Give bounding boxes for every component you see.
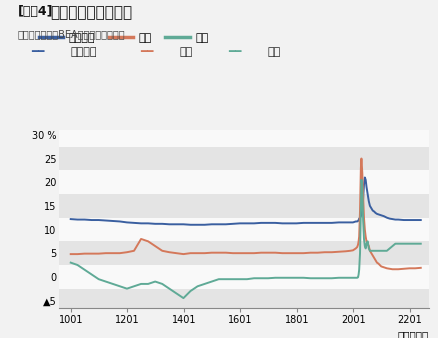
Text: ユーロ圏: ユーロ圏 [70,47,97,57]
Bar [59,265,429,289]
Text: ━━: ━━ [228,47,241,57]
Text: [図表4]: [図表4] [18,5,53,18]
Bar [59,130,429,147]
Text: 日米欧の家計貯蓄率: 日米欧の家計貯蓄率 [50,5,132,20]
Text: ━━: ━━ [140,47,154,57]
Bar [59,147,429,170]
X-axis label: 年・四半期: 年・四半期 [398,330,429,338]
Text: 日本: 日本 [267,47,280,57]
Bar [59,289,429,308]
Bar [59,218,429,241]
Text: 米国: 米国 [180,47,193,57]
Bar [59,194,429,218]
Text: 資料：内閣府、BEA、ユーロスタット: 資料：内閣府、BEA、ユーロスタット [18,29,125,39]
Text: ━━: ━━ [31,47,44,57]
Legend: ユーロ圏, 米国, 日本: ユーロ圏, 米国, 日本 [39,33,208,43]
Bar [59,170,429,194]
Bar [59,241,429,265]
